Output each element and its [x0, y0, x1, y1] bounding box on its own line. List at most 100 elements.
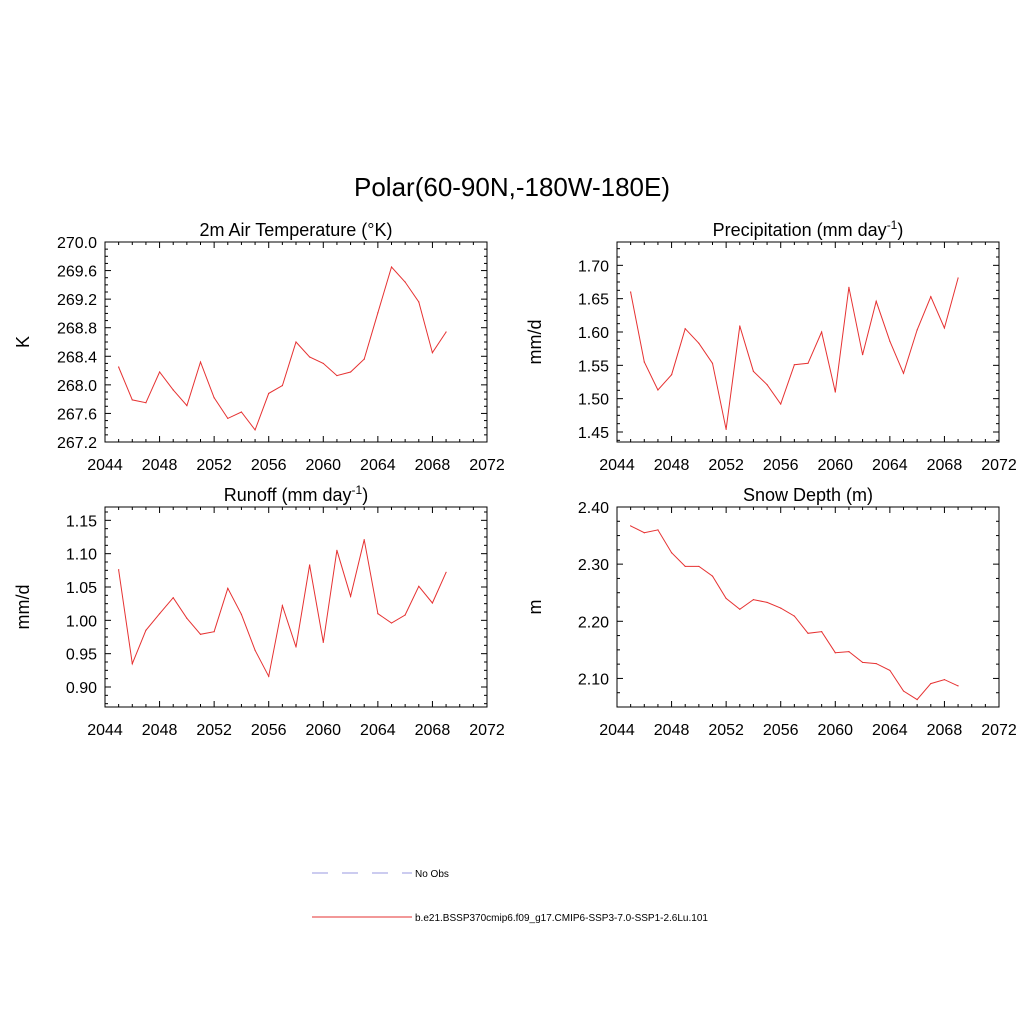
precipitation-ylabel: mm/d: [525, 320, 545, 365]
snow-depth-xtick-label: 2072: [981, 722, 1017, 739]
snow-depth-data-point: [780, 607, 782, 609]
snow-depth-frame: [616, 506, 1000, 708]
runoff-data-point: [118, 569, 120, 571]
precipitation-data-point: [902, 372, 905, 374]
runoff-data-point: [145, 629, 147, 631]
runoff-data-point: [172, 597, 174, 599]
snow-depth-data-point: [834, 652, 836, 654]
precipitation-ticks: [616, 242, 1000, 442]
precipitation-ytick-label: 1.70: [578, 258, 609, 275]
runoff-data-point: [349, 595, 352, 597]
precipitation-data-point: [711, 362, 714, 364]
air-temperature-data-point: [172, 389, 174, 391]
precipitation-xtick-label: 2068: [927, 457, 963, 474]
runoff-ytick-label: 0.95: [66, 647, 97, 664]
air-temperature-ytick-label: 267.2: [57, 435, 97, 452]
air-temperature-data-point: [145, 402, 147, 404]
air-temperature-ytick-label: 268.4: [57, 349, 97, 366]
snow-depth-title: Snow Depth (m): [743, 485, 873, 505]
snow-depth-xtick-label: 2060: [817, 722, 853, 739]
snow-depth-ytick-label: 2.40: [578, 500, 609, 517]
precipitation-xtick-label: 2072: [981, 457, 1017, 474]
runoff-data-point: [431, 602, 434, 604]
runoff-xtick-label: 2044: [87, 722, 123, 739]
snow-depth-data-point: [711, 575, 714, 577]
runoff-data-point: [186, 617, 188, 619]
runoff-data-point: [404, 614, 406, 616]
snow-depth-data-point: [698, 565, 700, 568]
snow-depth-data-point: [643, 532, 645, 534]
precipitation-xtick-label: 2060: [817, 457, 853, 474]
precipitation-ytick-label: 1.65: [578, 292, 609, 309]
runoff-data-point: [390, 622, 393, 624]
air-temperature-data-point: [268, 392, 270, 395]
precipitation-data-point: [848, 286, 850, 288]
panels: 2m Air Temperature (°K) K 2044 2048 2052 2056…: [13, 218, 1017, 739]
precipitation-frame: [616, 241, 1000, 443]
snow-depth-xtick-label: 2044: [599, 722, 635, 739]
snow-depth-data-point: [902, 690, 905, 692]
snow-depth-ytick-label: 2.20: [578, 614, 609, 631]
snow-depth-data-point: [793, 615, 795, 617]
precipitation-xtick-label: 2056: [763, 457, 799, 474]
snow-depth-data-point: [875, 662, 877, 665]
air-temperature-data-point: [445, 331, 447, 333]
snow-depth-data-point: [930, 682, 932, 685]
snow-depth-data-point: [684, 565, 686, 568]
snow-depth-data-point: [943, 678, 946, 681]
air-temperature-data-point: [227, 417, 229, 420]
air-temperature-data-point: [281, 384, 283, 387]
snow-depth-data-point: [861, 661, 864, 664]
precipitation-data-point: [957, 277, 959, 279]
air-temperature-ticks: [104, 241, 488, 443]
panel-snow-depth: Snow Depth (m) m 2044 2048 2052 2056 2060 2064 2…: [525, 485, 1017, 739]
snow-depth-ylabel: m: [525, 600, 545, 615]
air-temperature-data-point: [158, 371, 161, 373]
precipitation-series-line: [630, 277, 959, 430]
air-temperature-data-point: [186, 404, 188, 407]
snow-depth-data-point: [807, 632, 809, 634]
runoff-data-point: [418, 585, 420, 587]
precipitation-title: Precipitation (mm day-1): [713, 218, 904, 240]
air-temperature-data-point: [131, 399, 133, 401]
air-temperature-data-point: [390, 266, 393, 268]
snow-depth-xtick-label: 2052: [708, 722, 744, 739]
air-temperature-data-point: [336, 374, 338, 377]
air-temperature-ytick-label: 268.0: [57, 378, 97, 395]
air-temperature-xtick-label: 2064: [360, 457, 396, 474]
runoff-data-point: [309, 564, 311, 566]
air-temperature-xtick-label: 2044: [87, 457, 123, 474]
air-temperature-series-line: [118, 266, 447, 431]
precipitation-data-point: [725, 428, 727, 430]
runoff-ytick-label: 0.90: [66, 680, 97, 697]
air-temperature-ytick-label: 270.0: [57, 235, 97, 252]
precipitation-xtick-label: 2044: [599, 457, 635, 474]
snow-depth-data-point: [848, 650, 850, 653]
air-temperature-data-point: [309, 356, 311, 358]
runoff-xtick-label: 2056: [251, 722, 287, 739]
precipitation-data-point: [643, 361, 645, 363]
runoff-data-point: [445, 571, 447, 573]
runoff-data-point: [240, 613, 243, 615]
legend-label-model: b.e21.BSSP370cmip6.f09_g17.CMIP6-SSP3-7.…: [415, 913, 708, 924]
air-temperature-title: 2m Air Temperature (°K): [200, 220, 393, 240]
runoff-xtick-label: 2064: [360, 722, 396, 739]
air-temperature-data-point: [295, 341, 297, 343]
runoff-data-point: [377, 613, 379, 615]
air-temperature-ytick-label: 268.8: [57, 321, 97, 338]
snow-depth-data-point: [725, 597, 727, 600]
precipitation-data-point: [684, 328, 686, 330]
runoff-xtick-label: 2052: [196, 722, 232, 739]
air-temperature-xtick-label: 2060: [305, 457, 341, 474]
precipitation-data-point: [930, 296, 932, 298]
precipitation-data-point: [861, 354, 864, 356]
runoff-data-point: [131, 663, 133, 665]
precipitation-data-point: [670, 374, 673, 376]
precipitation-data-point: [889, 340, 891, 342]
snow-depth-ytick-label: 2.30: [578, 557, 609, 574]
runoff-xtick-label: 2068: [415, 722, 451, 739]
air-temperature-xtick-label: 2072: [469, 457, 505, 474]
air-temperature-xtick-label: 2052: [196, 457, 232, 474]
legend-entry-no-obs: No Obs: [312, 869, 449, 880]
